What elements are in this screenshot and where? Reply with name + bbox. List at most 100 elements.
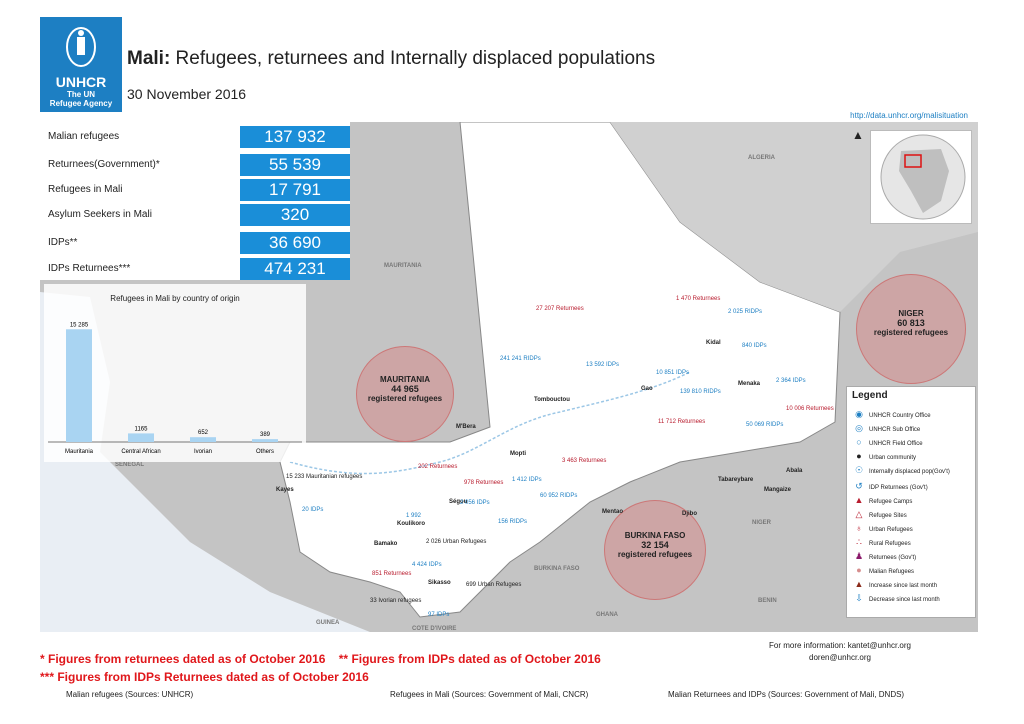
legend-rural-refugees: ∴ Rural Refugees bbox=[853, 537, 911, 548]
annot-returnees-202: 202 Returnees bbox=[418, 464, 458, 470]
inset-globe bbox=[870, 130, 972, 224]
north-arrow-icon: ▲ bbox=[852, 128, 864, 142]
annot-returnees-851: 851 Returnees bbox=[372, 571, 412, 577]
chart-svg: 15 285 Mauritania 1165 Central African 652 Iv… bbox=[48, 322, 302, 455]
place-mbera: M'Bera bbox=[456, 424, 476, 430]
annot-idps-13592: 13 592 IDPs bbox=[586, 362, 620, 368]
laurel-icon bbox=[66, 27, 96, 67]
place-abala: Abala bbox=[786, 468, 803, 474]
annot-ridps-60952: 60 952 RIDPs bbox=[540, 493, 578, 499]
source-returnees-idps: Malian Returnees and IDPs (Sources: Gove… bbox=[668, 690, 905, 699]
place-menaka: Menaka bbox=[738, 381, 761, 387]
annot-1992: 1 992 bbox=[406, 513, 422, 519]
circle-burkina: BURKINA FASO 32 154 registered refugees bbox=[604, 500, 706, 600]
legend-refugee-sites: △ Refugee Sites bbox=[853, 509, 907, 520]
country-label-senegal: SENEGAL bbox=[115, 462, 145, 468]
contact-email-1[interactable]: For more information: kantet@unhcr.org bbox=[769, 641, 911, 650]
refugee-camp-icon: ▲ bbox=[854, 495, 864, 505]
chart-title: Refugees in Mali by country of origin bbox=[110, 294, 240, 303]
country-label-burkina: BURKINA FASO bbox=[534, 566, 580, 572]
legend-malian-refugees: ● Malian Refugees bbox=[853, 565, 914, 575]
legend-title: Legend bbox=[852, 390, 888, 401]
circle-niger: NIGER 60 813 registered refugees bbox=[856, 274, 966, 384]
org-tagline: The UN Refugee Agency bbox=[49, 90, 113, 108]
place-gao: Gao bbox=[641, 386, 653, 392]
footnotes: * Figures from returnees dated as of Oct… bbox=[40, 650, 601, 686]
annot-idps-2364: 2 364 IDPs bbox=[776, 378, 806, 384]
annot-returnees-1470: 1 470 Returnees bbox=[676, 296, 721, 302]
stat-malian-refugees: Malian refugees 137 932 bbox=[40, 126, 350, 148]
chart-data-label: 389 bbox=[260, 432, 271, 438]
annot-idps-10851: 10 851 IDPs bbox=[656, 370, 690, 376]
country-office-icon: ◉ bbox=[855, 409, 863, 419]
annot-ridps-50069: 50 069 RIDPs bbox=[746, 422, 784, 428]
annot-ridps-2025: 2 025 RIDPs bbox=[728, 309, 763, 315]
stat-idp-returnees: IDPs Returnees*** 474 231 bbox=[40, 258, 350, 280]
place-sikasso: Sikasso bbox=[428, 580, 451, 586]
decrease-arrow-icon: ⇩ bbox=[855, 593, 863, 603]
country-label-algeria: ALGERIA bbox=[748, 155, 775, 161]
sub-office-icon: ◎ bbox=[855, 423, 863, 433]
chart-bar bbox=[190, 437, 216, 442]
chart-category-label: Others bbox=[256, 449, 274, 455]
place-tabareybare: Tabareybare bbox=[718, 477, 754, 483]
legend-urban-community: ● Urban community bbox=[853, 451, 916, 461]
legend-country-office: ◉ UNHCR Country Office bbox=[853, 409, 931, 420]
country-label-ghana: GHANA bbox=[596, 612, 618, 618]
annot-ridps-241241: 241 241 RIDPs bbox=[500, 356, 541, 362]
legend-increase: ▲ Increase since last month bbox=[854, 579, 938, 589]
unhcr-logo: UNHCR The UN Refugee Agency bbox=[40, 17, 122, 112]
legend-field-office: ○ UNHCR Field Office bbox=[853, 437, 922, 447]
chart-category-label: Mauritania bbox=[65, 449, 94, 455]
footnote-idp-returnees: *** Figures from IDPs Returnees dated as… bbox=[40, 670, 369, 684]
circle-mauritania: MAURITANIA 44 965 registered refugees bbox=[356, 346, 454, 442]
place-djibo: Djibo bbox=[682, 511, 697, 517]
annot-idps-97: 97 IDPs bbox=[428, 612, 450, 618]
legend-urban-refugees: ♁ Urban Refugees bbox=[853, 523, 913, 533]
legend-refugee-camps: ▲ Refugee Camps bbox=[854, 495, 913, 505]
legend-returnees: ♟ Returnees (Gov't) bbox=[854, 551, 917, 561]
stats-panel: Malian refugees 137 932 Returnees(Governm… bbox=[40, 122, 350, 280]
chart-bar bbox=[66, 329, 92, 442]
idp-icon: ☉ bbox=[854, 465, 864, 475]
contact-info: For more information: kantet@unhcr.org d… bbox=[760, 640, 920, 664]
annot-idps-20: 20 IDPs bbox=[302, 507, 324, 513]
place-kayes: Kayes bbox=[276, 487, 294, 493]
footnote-returnees: * Figures from returnees dated as of Oct… bbox=[40, 652, 326, 666]
source-link[interactable]: http://data.unhcr.org/malisituation bbox=[850, 111, 968, 120]
stat-idps: IDPs** 36 690 bbox=[40, 232, 350, 254]
country-label-guinea: GUINEA bbox=[316, 620, 340, 626]
refugees-by-origin-chart: Refugees in Mali by country of origin 15… bbox=[44, 284, 306, 462]
stat-asylum-seekers: Asylum Seekers in Mali 320 bbox=[40, 204, 350, 226]
annot-returnees-978: 978 Returnees bbox=[464, 480, 504, 486]
contact-email-2[interactable]: doren@unhcr.org bbox=[809, 653, 871, 662]
place-segou: Ségou bbox=[449, 499, 468, 505]
legend-panel: Legend ◉ UNHCR Country Office ◎ UNHCR Sub … bbox=[846, 386, 976, 618]
annot-ridps-156: 156 RIDPs bbox=[498, 519, 528, 525]
chart-data-label: 1165 bbox=[135, 426, 149, 432]
chart-data-label: 652 bbox=[198, 430, 209, 436]
source-refugees-in-mali: Refugees in Mali (Sources: Government of… bbox=[390, 690, 589, 699]
org-name: UNHCR bbox=[55, 74, 107, 90]
place-mangaize: Mangaize bbox=[764, 487, 792, 493]
country-label-benin: BENIN bbox=[758, 598, 777, 604]
place-mopti: Mopti bbox=[510, 451, 526, 457]
annot-returnees-27207: 27 207 Returnees bbox=[536, 306, 584, 312]
annot-idps-4424: 4 424 IDPs bbox=[412, 562, 442, 568]
globe-icon bbox=[880, 134, 966, 220]
chart-category-label: Ivorian bbox=[194, 449, 212, 455]
annot-urban-refugees-699: 699 Urban Refugees bbox=[466, 582, 522, 588]
footnote-idps: ** Figures from IDPs dated as of October… bbox=[338, 652, 601, 666]
returnee-icon: ♟ bbox=[854, 551, 864, 561]
place-koulikoro: Koulikoro bbox=[397, 521, 425, 527]
annot-idps-2056: 2 056 IDPs bbox=[460, 500, 490, 506]
annot-idps-1412: 1 412 IDPs bbox=[512, 477, 542, 483]
annot-idps-840: 840 IDPs bbox=[742, 343, 767, 349]
annot-returnees-11712: 11 712 Returnees bbox=[658, 419, 706, 425]
stat-refugees-in-mali: Refugees in Mali 17 791 bbox=[40, 179, 350, 201]
place-tombouctou: Tombouctou bbox=[534, 397, 570, 403]
place-mentao: Mentao bbox=[602, 509, 623, 515]
annot-urban-refugees-2026: 2 026 Urban Refugees bbox=[426, 539, 487, 545]
refugee-site-icon: △ bbox=[855, 509, 863, 519]
source-malian-refugees: Malian refugees (Sources: UNHCR) bbox=[66, 690, 194, 699]
